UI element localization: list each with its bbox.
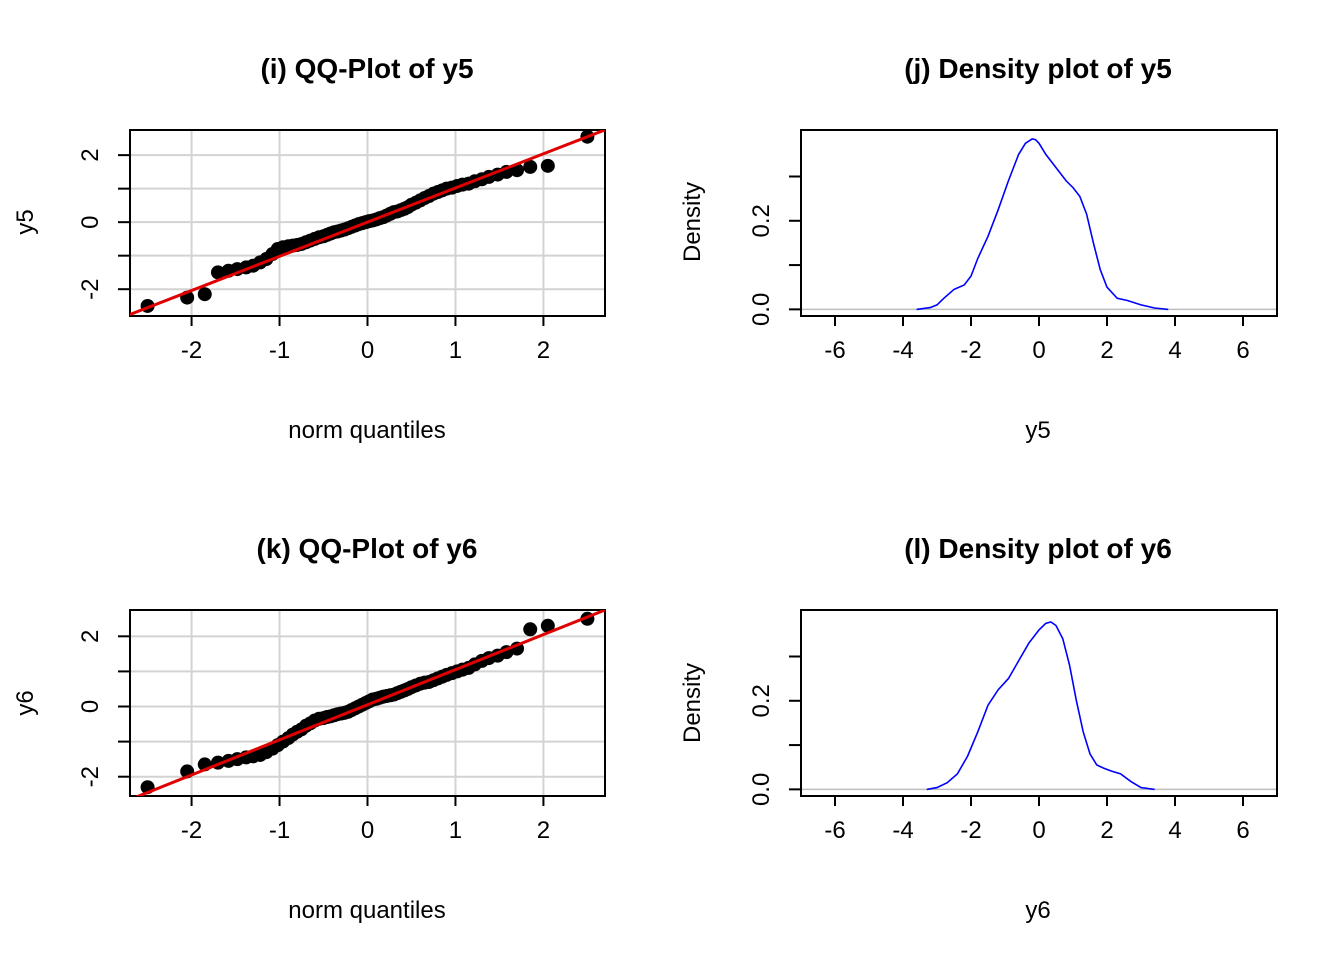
qq-point: [197, 287, 212, 302]
density-curve: [926, 621, 1155, 791]
plot-area: [926, 621, 1155, 791]
x-tick-label: 6: [1236, 337, 1249, 364]
plot-area: [134, 610, 605, 796]
qq-reference-line: [130, 130, 605, 316]
x-tick-label: 0: [1032, 817, 1045, 844]
y-tick-label: 0.2: [748, 204, 775, 237]
x-tick-label: 4: [1168, 337, 1181, 364]
qq-plot-y5-title: (i) QQ-Plot of y5: [260, 53, 473, 84]
x-tick-label: -4: [892, 337, 913, 364]
x-tick-label: 0: [361, 337, 374, 364]
y-tick-label: 0.2: [748, 684, 775, 717]
x-tick-label: -4: [892, 817, 913, 844]
qq-point: [540, 158, 555, 173]
x-tick-label: 2: [537, 337, 550, 364]
density-plot-y5-xlabel: y5: [1025, 417, 1050, 444]
x-tick-label: -2: [960, 337, 981, 364]
x-tick-label: 2: [537, 817, 550, 844]
x-tick-label: 2: [1100, 817, 1113, 844]
density-plot-y5-ylabel: Density: [679, 182, 706, 262]
x-tick-label: -6: [824, 817, 845, 844]
x-tick-label: -2: [181, 817, 202, 844]
x-tick-label: 0: [1032, 337, 1045, 364]
density-plot-y6-ylabel: Density: [679, 663, 706, 743]
x-tick-label: -2: [960, 817, 981, 844]
x-tick-label: 1: [449, 337, 462, 364]
y-tick-label: 0.0: [748, 773, 775, 806]
y-tick-label: -2: [77, 279, 104, 300]
x-tick-label: 0: [361, 817, 374, 844]
qq-plot-y6: (k) QQ-Plot of y6 norm quantiles y6 -2 -1…: [12, 533, 606, 924]
x-tick-label: -6: [824, 337, 845, 364]
x-tick-label: 6: [1236, 817, 1249, 844]
x-tick-label: -1: [269, 817, 290, 844]
qq-point: [210, 265, 225, 280]
y-tick-label: 2: [77, 148, 104, 161]
qq-point: [523, 159, 538, 174]
density-plot-y6-xlabel: y6: [1025, 897, 1050, 924]
y-tick-label: 0: [77, 215, 104, 228]
plot-area: [130, 130, 605, 316]
x-tick-label: -1: [269, 337, 290, 364]
density-plot-y6: (l) Density plot of y6 y6 Density -6 -4 -2…: [679, 533, 1278, 924]
x-tick-label: 1: [449, 817, 462, 844]
y-tick-label: 0.0: [748, 293, 775, 326]
y-tick-label: -2: [77, 766, 104, 787]
x-tick-label: 2: [1100, 337, 1113, 364]
x-tick-label: -2: [181, 337, 202, 364]
qq-point: [523, 622, 538, 637]
density-plot-y5-title: (j) Density plot of y5: [904, 53, 1172, 84]
qq-plot-y5-ylabel: y5: [12, 209, 39, 234]
qq-point: [540, 618, 555, 633]
plot-area: [916, 138, 1169, 311]
qq-plot-y6-title: (k) QQ-Plot of y6: [257, 533, 478, 564]
x-tick-label: 4: [1168, 817, 1181, 844]
density-curve: [916, 138, 1169, 311]
qq-plot-y5: (i) QQ-Plot of y5 norm quantiles y5 -2 -1…: [12, 53, 606, 444]
density-plot-y5: (j) Density plot of y5 y5 Density -6 -4 -2…: [679, 53, 1278, 444]
qq-plot-y5-xlabel: norm quantiles: [288, 417, 445, 444]
qq-plot-y6-xlabel: norm quantiles: [288, 897, 445, 924]
qq-reference-line: [134, 610, 605, 796]
density-plot-y6-title: (l) Density plot of y6: [904, 533, 1172, 564]
y-tick-label: 0: [77, 700, 104, 713]
qq-plot-y6-ylabel: y6: [12, 690, 39, 715]
y-tick-label: 2: [77, 630, 104, 643]
